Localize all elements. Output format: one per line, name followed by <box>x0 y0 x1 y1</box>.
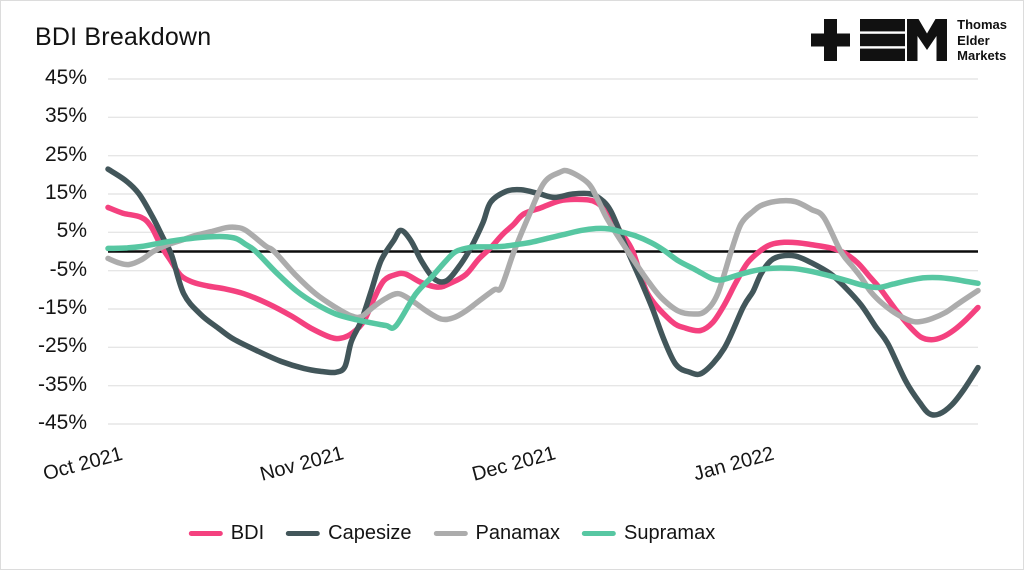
y-axis-label: 15% <box>44 181 87 204</box>
tem-logo-icon <box>811 19 948 62</box>
y-axis-label: 5% <box>56 219 87 243</box>
series-line-supramax[interactable] <box>105 225 981 331</box>
y-axis-label: -25% <box>37 334 87 358</box>
gridlines <box>108 78 978 425</box>
y-axis-label: -5% <box>49 257 87 281</box>
page-title: BDI Breakdown <box>35 23 212 51</box>
plus-glyph <box>811 19 851 62</box>
brand-line-1: Thomas <box>957 17 1007 32</box>
legend-label: Capesize <box>328 522 412 544</box>
y-axis-label: 25% <box>44 142 87 166</box>
legend-item-panamax[interactable]: Panamax <box>433 522 561 545</box>
brand-name: Thomas Elder Markets <box>957 17 1007 64</box>
y-axis-label: -45% <box>37 411 87 434</box>
legend-label: BDI <box>230 522 265 544</box>
legend-swatch-capesize <box>286 530 321 537</box>
series-lines <box>105 166 981 418</box>
y-axis-label: 35% <box>44 104 87 128</box>
y-axis-label: -35% <box>37 372 87 396</box>
legend-item-bdi[interactable]: BDI <box>188 522 265 545</box>
legend-swatch-bdi <box>188 530 223 537</box>
brand-line-3: Markets <box>957 48 1007 64</box>
brand-logo: Thomas Elder Markets <box>811 17 1007 64</box>
series-line-panamax[interactable] <box>105 167 981 325</box>
y-axis-label: 45% <box>44 66 87 89</box>
legend-label: Panamax <box>475 522 561 544</box>
legend-swatch-supramax <box>582 530 617 537</box>
legend-swatch-panamax <box>433 530 468 537</box>
chart-legend: BDI Capesize Panamax Supramax <box>188 522 715 545</box>
series-line-bdi[interactable] <box>105 196 981 343</box>
legend-item-capesize[interactable]: Capesize <box>286 522 412 545</box>
m-glyph <box>907 19 948 62</box>
legend-item-supramax[interactable]: Supramax <box>582 522 715 545</box>
triple-bar-glyph <box>860 19 906 62</box>
legend-label: Supramax <box>624 522 716 544</box>
y-axis-label: -15% <box>37 296 87 319</box>
brand-line-2: Elder <box>957 32 990 48</box>
